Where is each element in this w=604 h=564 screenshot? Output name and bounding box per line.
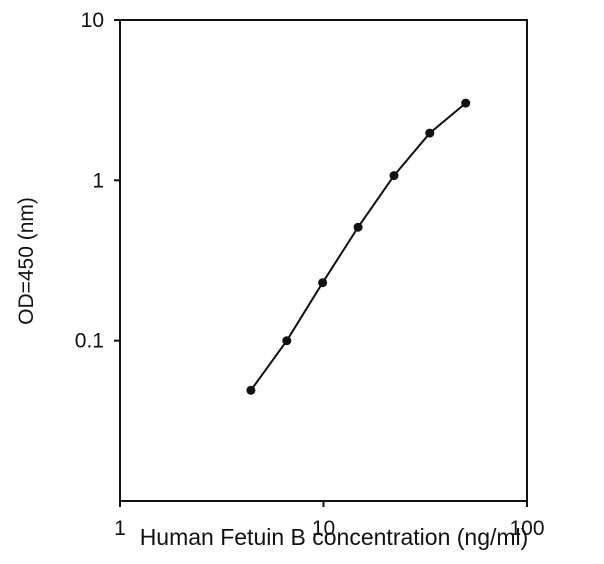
y-tick-label: 1 — [92, 169, 104, 192]
y-tick-label: 10 — [81, 9, 104, 32]
x-tick-label: 1 — [114, 517, 126, 540]
y-tick-label: 0.1 — [75, 330, 104, 353]
data-point — [425, 128, 435, 138]
data-point — [461, 98, 471, 108]
data-point — [282, 336, 292, 346]
series-layer — [246, 98, 471, 395]
plot-frame — [119, 19, 528, 502]
data-point — [353, 222, 363, 232]
data-point — [246, 385, 256, 395]
x-tick-label: 100 — [509, 517, 544, 540]
data-point — [389, 171, 399, 181]
x-tick-label: 10 — [312, 517, 335, 540]
y-axis-title: OD=450 (nm) — [15, 197, 38, 325]
series-line — [250, 102, 467, 391]
ticks-layer: 0.1 1 10 1 10 100 — [75, 9, 545, 540]
data-point — [318, 278, 328, 288]
x-axis-title: Human Fetuin B concentration (ng/ml) — [140, 524, 529, 550]
